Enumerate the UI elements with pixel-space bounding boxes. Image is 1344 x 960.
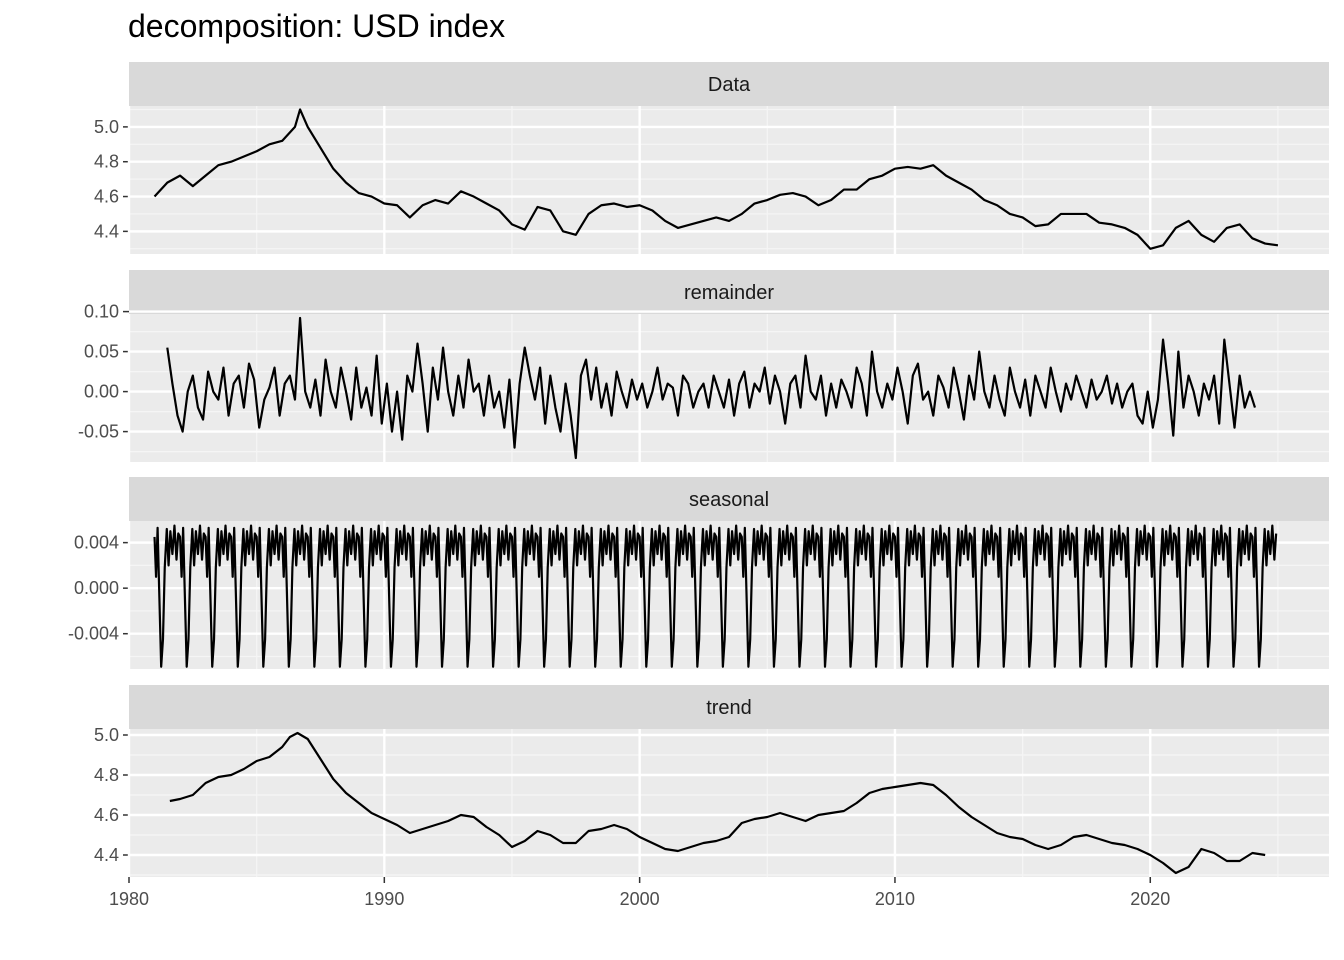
facet-strip xyxy=(129,270,1329,314)
series-line-seasonal xyxy=(153,524,1278,668)
facet-strip-label: seasonal xyxy=(689,489,769,511)
panel-background xyxy=(129,729,1329,877)
chart-title: decomposition: USD index xyxy=(128,8,506,44)
panel-background xyxy=(129,314,1329,462)
y-tick-label: 4.4 xyxy=(94,845,119,865)
x-tick-label: 2020 xyxy=(1130,889,1170,909)
facet-strip xyxy=(129,685,1329,729)
y-tick-label: 5.0 xyxy=(94,725,119,745)
y-tick-label: -0.05 xyxy=(78,422,119,442)
series-line-remainder xyxy=(166,316,1257,460)
y-tick-label: 4.6 xyxy=(94,805,119,825)
x-tick-label: 1990 xyxy=(364,889,404,909)
x-tick-label: 2010 xyxy=(875,889,915,909)
y-tick-label: 4.8 xyxy=(94,765,119,785)
facet-strip xyxy=(129,477,1329,521)
y-tick-label: 0.10 xyxy=(84,302,119,322)
y-tick-label: 0.00 xyxy=(84,382,119,402)
facet-strip-label: trend xyxy=(706,697,752,719)
y-tick-label: 0.004 xyxy=(74,533,119,553)
y-tick-label: -0.004 xyxy=(68,624,119,644)
y-tick-label: 5.0 xyxy=(94,117,119,137)
y-tick-label: 0.05 xyxy=(84,342,119,362)
y-tick-label: 0.000 xyxy=(74,578,119,598)
y-tick-label: 4.8 xyxy=(94,152,119,172)
series-line-trend xyxy=(169,731,1266,875)
facet-strip xyxy=(129,62,1329,106)
y-tick-label: 4.4 xyxy=(94,221,119,241)
x-tick-label: 1980 xyxy=(109,889,149,909)
x-tick-label: 2000 xyxy=(620,889,660,909)
series-line-data xyxy=(153,108,1279,250)
facet-strip-label: remainder xyxy=(684,282,774,304)
y-tick-label: 4.6 xyxy=(94,187,119,207)
facet-strip-label: Data xyxy=(708,74,751,96)
